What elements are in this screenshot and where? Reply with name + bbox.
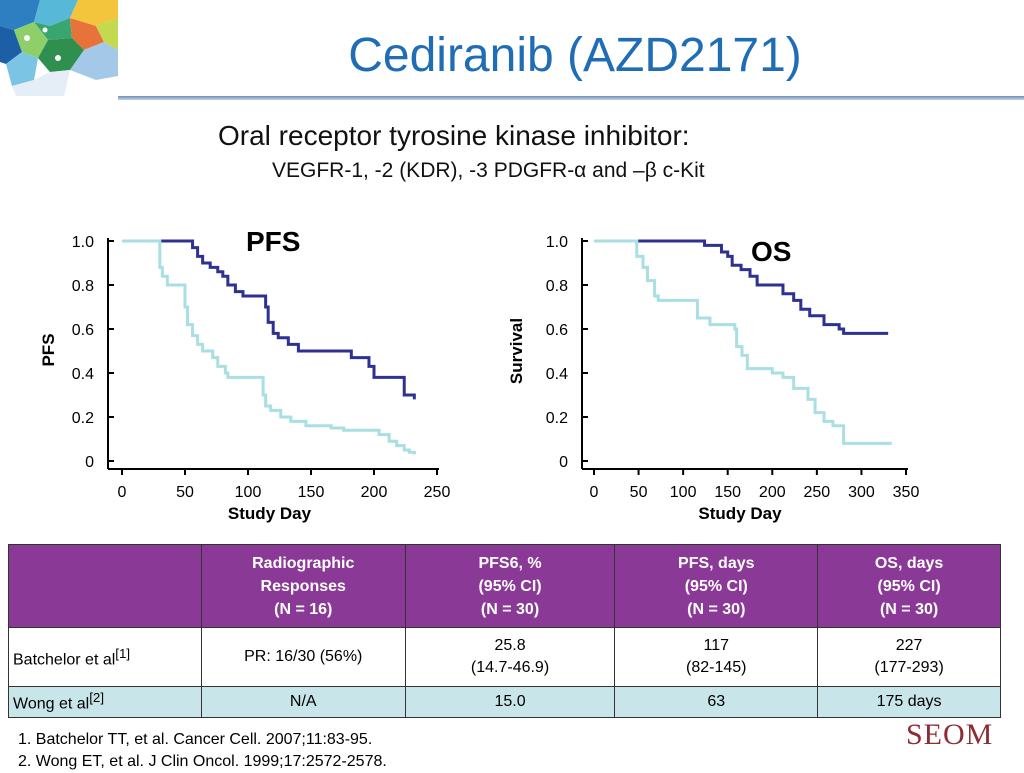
study-name: Batchelor et al	[13, 651, 116, 669]
table-cell: 175 days	[817, 686, 1001, 718]
y-tick-label: 0.2	[72, 410, 94, 427]
table-row: Batchelor et al[1] PR: 16/30 (56%) 25.8(…	[8, 627, 1001, 687]
x-tick-label: 0	[590, 484, 599, 501]
table-cell: 15.0	[404, 686, 616, 718]
x-tick-label: 100	[670, 484, 697, 501]
table-header-cell	[8, 544, 202, 628]
table-cell: 117 (82-145)	[614, 627, 819, 687]
results-table: Radiographic Responses (N = 16) PFS6, % (95…	[8, 544, 1001, 718]
y-tick-label: 0.4	[546, 366, 568, 383]
x-tick-label: 50	[630, 484, 648, 501]
cell-value: 227 (177-293)	[874, 637, 944, 676]
reference-item: 1. Batchelor TT, et al. Cancer Cell. 200…	[18, 731, 373, 748]
subtitle-line-2: VEGFR-1, -2 (KDR), -3 PDGFR-α and –β c-K…	[272, 159, 705, 182]
y-tick-label: 0	[559, 454, 568, 471]
series-line-dark	[122, 239, 416, 400]
cell-value: PR: 16/30 (56%)	[244, 648, 363, 665]
y-tick-label: 0	[85, 454, 94, 471]
x-tick-label: 150	[714, 484, 741, 501]
table-row: Wong et al[2] N/A 15.0 63 175 days	[8, 686, 1001, 718]
cell-value: 15.0	[494, 693, 526, 710]
table-header-cell: OS, days (95% CI) (N = 30)	[817, 544, 1001, 628]
cell-value: 63	[707, 693, 726, 710]
y-tick-label: 0.6	[72, 322, 94, 339]
citation-ref: [1]	[115, 645, 131, 661]
table-cell: 25.8 (14.7-46.9)	[404, 627, 616, 687]
table-cell-study: Batchelor et al[1]	[8, 627, 202, 687]
cell-value: N/A	[289, 693, 317, 710]
table-cell: 63	[614, 686, 819, 718]
header-pfs-days: PFS, days (95% CI) (N = 30)	[678, 554, 755, 618]
seom-logo: SEOM	[906, 718, 994, 751]
table-header-cell: PFS6, % (95% CI) (N = 30)	[404, 544, 616, 628]
y-tick-label: 1.0	[546, 234, 568, 251]
y-tick-label: 0.8	[72, 278, 94, 295]
slide-title: Cediranib (AZD2171)	[348, 29, 802, 82]
x-tick-label: 0	[118, 484, 127, 501]
reference-item: 2. Wong ET, et al. J Clin Oncol. 1999;17…	[18, 753, 387, 770]
x-tick-label: 50	[176, 484, 194, 501]
conference-logo	[0, 0, 118, 96]
y-tick-label: 1.0	[72, 234, 94, 251]
cell-value: 117 (82-145)	[686, 637, 747, 676]
y-tick-label: 0.4	[72, 366, 94, 383]
x-tick-label: 200	[759, 484, 786, 501]
study-name: Wong et al	[13, 695, 90, 713]
y-tick-label: 0.8	[546, 278, 568, 295]
x-tick-label: 200	[361, 484, 388, 501]
table-cell: N/A	[200, 686, 406, 718]
series-line-light	[594, 239, 892, 445]
subtitle-line-1: Oral receptor tyrosine kinase inhibitor:	[218, 120, 690, 151]
y-tick-label: 0.2	[546, 410, 568, 427]
series-line-light	[122, 239, 416, 455]
series-line-dark	[594, 239, 889, 335]
y-tick-label: 0.6	[546, 322, 568, 339]
x-tick-label: 250	[424, 484, 451, 501]
pfs-chart-title: PFS	[246, 226, 301, 257]
title-underline	[118, 96, 1024, 100]
header-pfs6: PFS6, % (95% CI) (N = 30)	[478, 554, 542, 618]
x-tick-label: 300	[848, 484, 875, 501]
x-tick-label: 350	[893, 484, 920, 501]
cell-value: 25.8 (14.7-46.9)	[470, 637, 550, 676]
x-tick-label: 250	[804, 484, 831, 501]
x-tick-label: 100	[235, 484, 262, 501]
cell-value: 175 days	[876, 693, 942, 710]
table-header-cell: Radiographic Responses (N = 16)	[200, 544, 406, 628]
x-tick-label: 150	[298, 484, 325, 501]
citation-ref: [2]	[89, 690, 105, 706]
table-cell-study: Wong et al[2]	[8, 686, 202, 718]
table-cell: PR: 16/30 (56%)	[200, 627, 406, 687]
x-axis-label: Study Day	[228, 504, 312, 523]
header-os-days: OS, days (95% CI) (N = 30)	[874, 554, 944, 618]
references: 1. Batchelor TT, et al. Cancer Cell. 200…	[18, 729, 387, 773]
header-radiographic-responses: Radiographic Responses (N = 16)	[252, 554, 355, 618]
os-chart-title: OS	[751, 236, 792, 267]
y-axis-label: Survival	[507, 318, 526, 384]
survival-charts: 0 0.2 0.4 0.6 0.8 1.0 0 50 100 150 200 250 Study Day…	[39, 234, 920, 523]
table-header-cell: PFS, days (95% CI) (N = 30)	[614, 544, 819, 628]
table-cell: 227 (177-293)	[817, 627, 1001, 687]
table-header-row: Radiographic Responses (N = 16) PFS6, % (95…	[8, 544, 1001, 628]
y-axis-label: PFS	[39, 333, 58, 366]
x-axis-label: Study Day	[698, 504, 782, 523]
